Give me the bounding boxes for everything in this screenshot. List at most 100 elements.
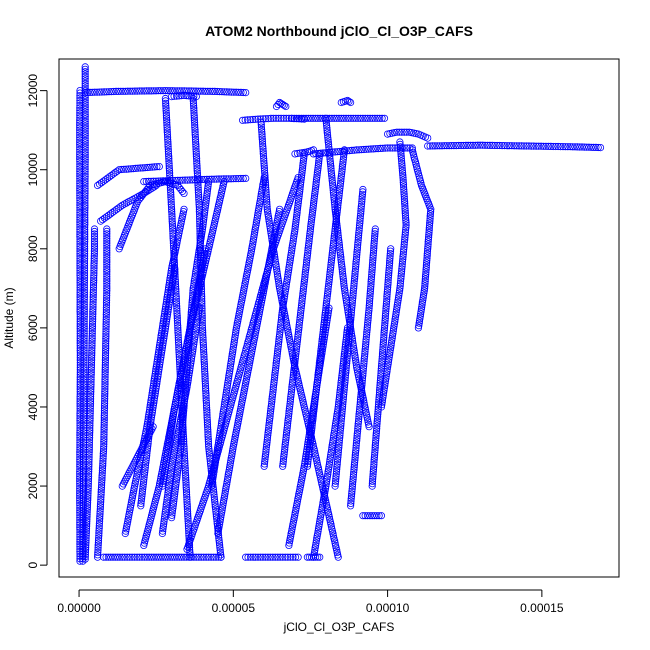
data-point (165, 162, 173, 170)
data-point (188, 176, 196, 184)
data-point (384, 283, 392, 291)
data-point (80, 259, 89, 267)
data-point (323, 297, 331, 305)
data-point (294, 202, 302, 210)
data-point (368, 512, 376, 520)
data-point (76, 412, 84, 420)
data-point (260, 282, 269, 290)
data-point (80, 317, 88, 325)
data-point (157, 353, 165, 361)
data-point (201, 377, 209, 385)
data-point (370, 456, 378, 464)
data-point (81, 108, 89, 116)
data-point (211, 458, 220, 466)
data-point (184, 507, 192, 516)
data-point (347, 497, 355, 505)
data-point (245, 363, 253, 371)
data-point (305, 235, 313, 243)
data-point (349, 291, 357, 300)
data-point (309, 114, 317, 122)
x-tick-label: 0.00005 (212, 601, 256, 615)
data-point (315, 468, 323, 476)
data-point (293, 338, 301, 346)
data-point (148, 553, 156, 561)
data-point (202, 201, 210, 209)
data-point (210, 553, 218, 561)
data-point (82, 527, 91, 535)
data-point (80, 380, 88, 388)
data-point (260, 287, 268, 295)
data-point (285, 114, 293, 122)
data-point (355, 146, 363, 154)
data-point (356, 214, 364, 222)
data-point (385, 261, 393, 270)
data-point (159, 339, 167, 347)
data-point (469, 141, 477, 149)
data-point (76, 262, 84, 270)
data-point (354, 420, 362, 428)
data-point (311, 393, 319, 401)
data-point (182, 347, 190, 355)
data-point (102, 327, 110, 336)
data-point (331, 479, 339, 488)
data-point (338, 165, 346, 173)
data-point (364, 314, 372, 322)
data-point (101, 380, 109, 388)
data-point (333, 208, 341, 216)
data-point (231, 435, 239, 444)
data-point (401, 212, 410, 220)
data-point (327, 167, 335, 175)
data-point (103, 294, 111, 302)
data-point (167, 424, 175, 433)
data-point (316, 473, 324, 481)
data-point (293, 209, 301, 217)
data-point (76, 337, 84, 345)
data-point (103, 244, 111, 252)
data-point (391, 144, 399, 152)
data-point (167, 198, 175, 206)
data-point (397, 152, 405, 160)
data-point (379, 336, 388, 344)
data-point (295, 490, 303, 498)
data-point (336, 386, 344, 394)
data-point (307, 419, 315, 427)
data-point (121, 87, 130, 95)
data-point (339, 357, 348, 365)
data-point (81, 216, 89, 224)
data-point (471, 141, 479, 149)
data-point (218, 415, 226, 423)
data-point (331, 420, 340, 428)
data-point (372, 145, 380, 153)
data-point (167, 469, 175, 478)
data-point (341, 287, 349, 295)
data-point (527, 142, 535, 150)
data-point (225, 372, 233, 380)
data-point (300, 150, 308, 158)
data-point (191, 176, 199, 184)
data-point (269, 114, 277, 122)
data-point (382, 307, 390, 315)
data-point (80, 337, 88, 345)
data-point (183, 490, 191, 499)
data-point (76, 295, 84, 304)
data-point (268, 390, 277, 398)
data-point (83, 510, 91, 519)
data-point (282, 280, 290, 288)
data-point (268, 393, 276, 401)
data-point (81, 125, 89, 133)
data-point (291, 220, 300, 228)
data-point (84, 496, 92, 504)
data-point (76, 438, 84, 447)
data-point (281, 441, 289, 449)
data-point (332, 220, 340, 228)
data-point (76, 245, 84, 253)
data-point (380, 331, 388, 339)
data-point (365, 299, 374, 307)
data-point (213, 87, 221, 96)
data-point (384, 281, 392, 289)
data-point (76, 482, 84, 490)
data-point (190, 107, 198, 115)
data-point (76, 101, 84, 110)
data-point (151, 163, 159, 171)
data-point (240, 387, 248, 395)
